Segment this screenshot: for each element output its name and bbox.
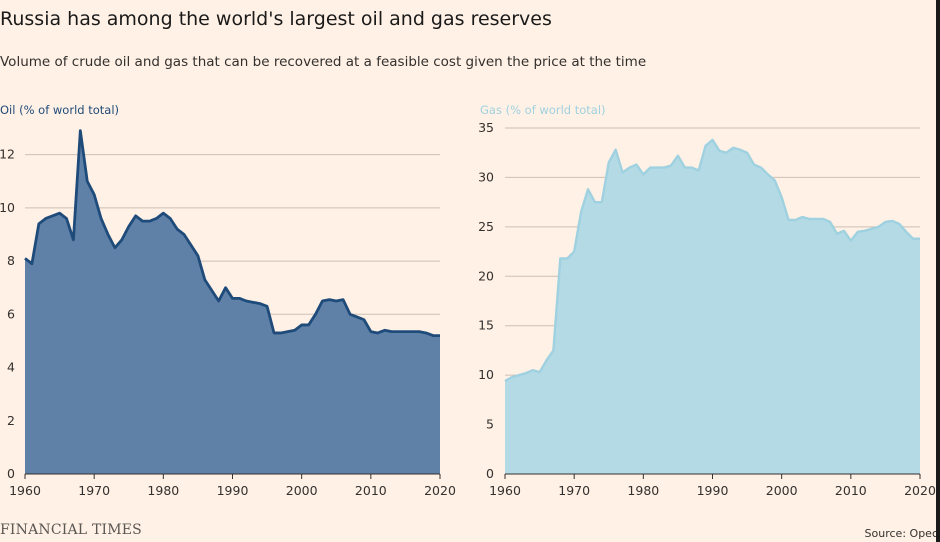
oil-xtick-label: 1970 xyxy=(78,483,110,498)
chart-title: Russia has among the world's largest oil… xyxy=(0,8,552,30)
gas-xtick-label: 1980 xyxy=(627,483,659,498)
oil-area xyxy=(25,130,440,474)
oil-ytick-label: 6 xyxy=(7,306,15,321)
oil-ytick-label: 12 xyxy=(0,147,15,162)
gas-ytick-label: 5 xyxy=(486,417,494,432)
gas-ytick-label: 0 xyxy=(486,466,494,481)
oil-xtick-label: 2010 xyxy=(355,483,387,498)
chart-subtitle: Volume of crude oil and gas that can be … xyxy=(0,54,647,70)
gas-ytick-label: 30 xyxy=(478,169,494,184)
oil-ytick-label: 0 xyxy=(7,466,15,481)
gas-ytick-label: 35 xyxy=(478,120,494,135)
gas-xtick-label: 1990 xyxy=(697,483,729,498)
gas-ytick-label: 25 xyxy=(478,219,494,234)
oil-xtick-label: 2020 xyxy=(424,483,456,498)
oil-xtick-label: 1980 xyxy=(147,483,179,498)
gas-xtick-label: 1960 xyxy=(489,483,521,498)
oil-ytick-label: 10 xyxy=(0,200,15,215)
oil-xtick-label: 2000 xyxy=(286,483,318,498)
oil-panel-title: Oil (% of world total) xyxy=(0,103,119,117)
gas-line xyxy=(504,138,920,383)
oil-ytick-label: 8 xyxy=(7,253,15,268)
gas-xtick-label: 2000 xyxy=(766,483,798,498)
ft-logo: FINANCIAL TIMES xyxy=(0,522,142,538)
oil-ytick-label: 4 xyxy=(7,360,15,375)
frame-edge xyxy=(936,0,940,542)
gas-panel-title: Gas (% of world total) xyxy=(480,103,606,117)
gas-xtick-label: 2010 xyxy=(835,483,867,498)
gas-ytick-label: 20 xyxy=(478,268,494,283)
oil-line xyxy=(24,129,440,337)
gas-xtick-label: 2020 xyxy=(904,483,936,498)
oil-xtick-label: 1960 xyxy=(9,483,41,498)
source-note: Source: Opec xyxy=(864,527,938,540)
oil-xtick-label: 1990 xyxy=(217,483,249,498)
gas-xtick-label: 1970 xyxy=(558,483,590,498)
gas-ytick-label: 15 xyxy=(478,318,494,333)
gas-ytick-label: 10 xyxy=(478,367,494,382)
gas-area xyxy=(505,139,920,474)
oil-ytick-label: 2 xyxy=(7,413,15,428)
